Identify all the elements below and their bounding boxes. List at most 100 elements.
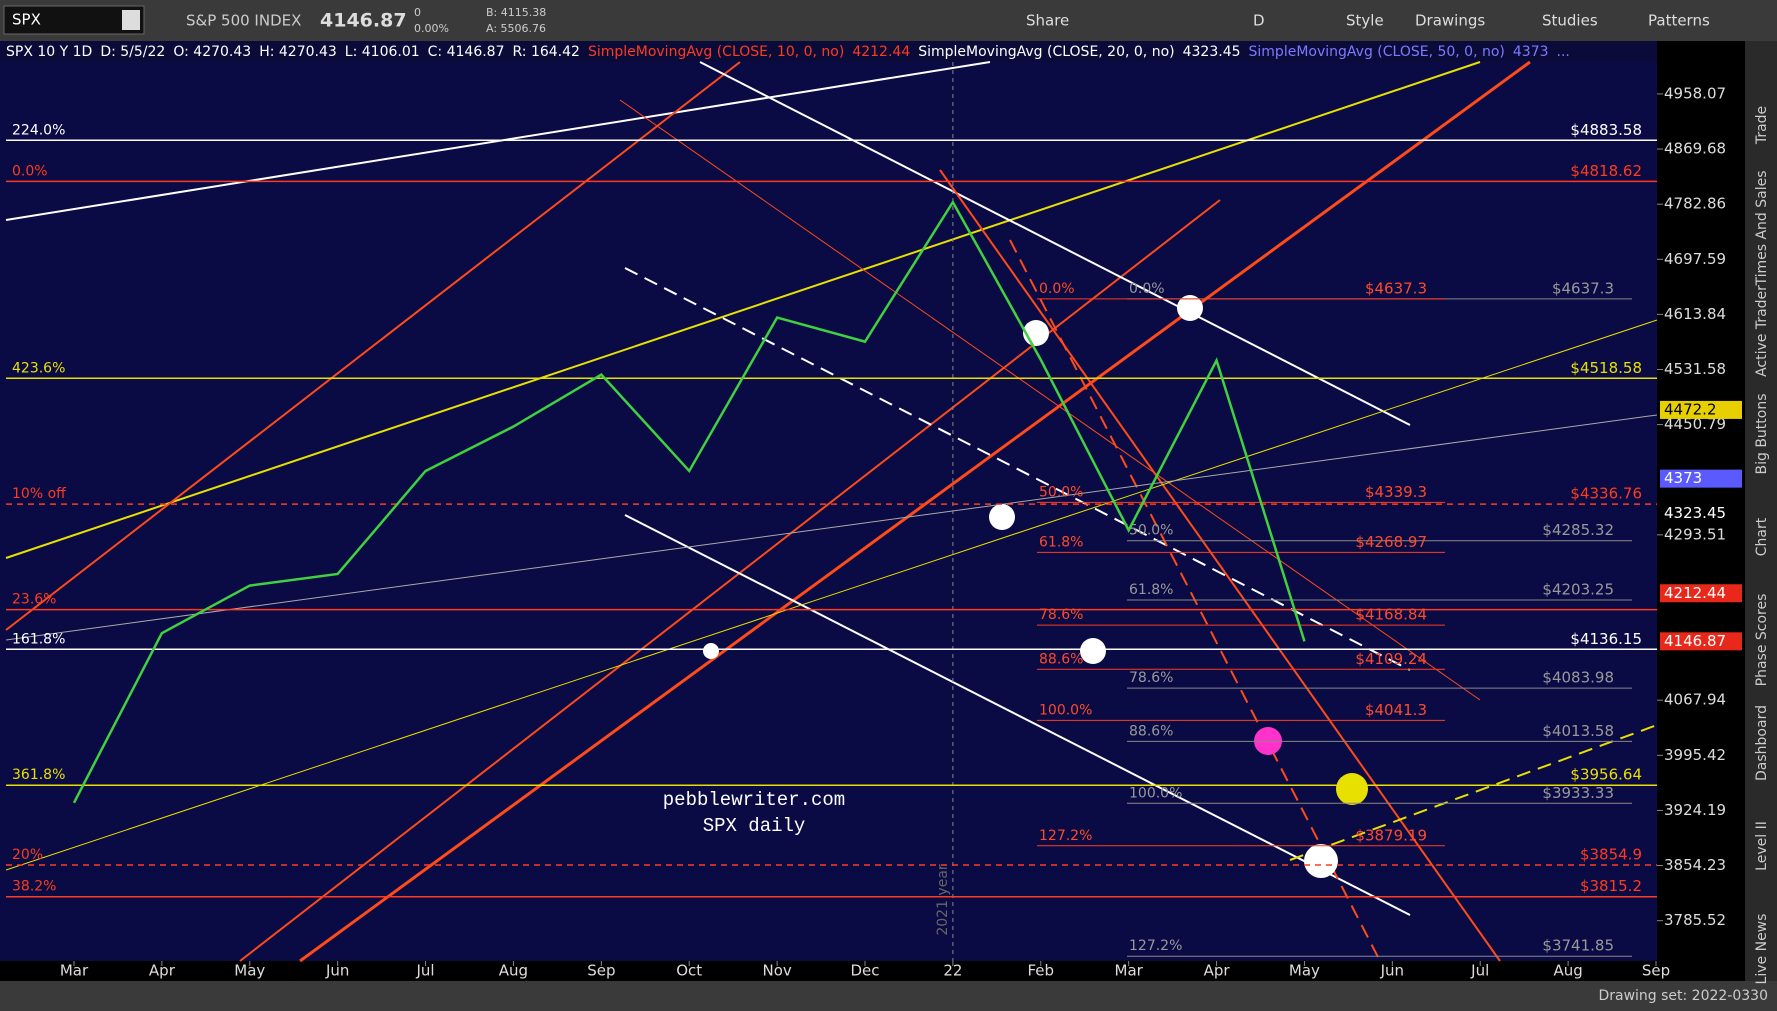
side-tab[interactable]: Dashboard	[1754, 705, 1770, 781]
fib-price: $4268.97	[1355, 533, 1427, 551]
toolbar-button[interactable]: Share	[1026, 12, 1069, 30]
fib-price: $4637.3	[1365, 279, 1427, 297]
toolbar-button[interactable]: Patterns	[1648, 12, 1710, 30]
price-marker	[1660, 469, 1742, 488]
toolbar-button[interactable]: Studies	[1542, 12, 1598, 30]
level-pct: 423.6%	[12, 360, 65, 376]
status-bar	[0, 981, 1777, 1011]
price-marker-label: 4212.44	[1664, 584, 1726, 602]
fib-price: $4013.58	[1542, 722, 1614, 740]
level-pct: 10% off	[12, 486, 66, 502]
info-text: 4212.44	[852, 44, 910, 60]
fib-price: $4203.25	[1542, 580, 1614, 598]
x-tick-label: Jun	[325, 962, 349, 980]
instrument-name: S&P 500 INDEX	[186, 12, 301, 30]
price-line	[72, 199, 1306, 804]
x-tick-label: Apr	[1204, 962, 1231, 980]
level-price: $4136.15	[1570, 630, 1642, 648]
x-tick-label: Oct	[676, 962, 702, 980]
fib-price: $4339.3	[1365, 483, 1427, 501]
y-tick-label: 4958.07	[1664, 84, 1726, 102]
info-text: SPX 10 Y 1D	[6, 44, 92, 60]
price-marker-label: 4323.45	[1664, 504, 1726, 522]
level-price: $3956.64	[1570, 766, 1642, 784]
x-tick-label: 22	[943, 962, 962, 980]
info-text: R: 164.42	[513, 44, 580, 60]
x-tick-label: Apr	[149, 962, 176, 980]
symbol-dropdown[interactable]	[122, 10, 140, 30]
y-tick-label: 4782.86	[1664, 195, 1726, 213]
level-pct: 224.0%	[12, 122, 65, 138]
y-tick-label: 4869.68	[1664, 140, 1726, 158]
y-tick-label: 3854.23	[1664, 856, 1726, 874]
price-marker	[1660, 632, 1742, 651]
x-tick-label: Jul	[1470, 962, 1489, 980]
fib-price: $4109.24	[1355, 650, 1427, 668]
toolbar-button[interactable]: Style	[1346, 12, 1384, 30]
level-price: $4336.76	[1570, 485, 1642, 503]
y-tick-label: 4613.84	[1664, 305, 1726, 323]
toolbar-button[interactable]: D	[1253, 12, 1265, 30]
info-text: SimpleMovingAvg (CLOSE, 10, 0, no)	[588, 44, 844, 60]
info-text: L: 4106.01	[345, 44, 420, 60]
x-tick-label: Sep	[587, 962, 615, 980]
info-text: D: 5/5/22	[100, 44, 165, 60]
fib-price: $4083.98	[1542, 669, 1614, 687]
level-price: $3854.9	[1580, 846, 1642, 864]
bid: B: 4115.38	[486, 6, 546, 19]
y-tick-label: 3995.42	[1664, 746, 1726, 764]
info-text: 4373	[1513, 44, 1549, 60]
side-tabs	[1745, 41, 1777, 981]
level-price: $4883.58	[1570, 121, 1642, 139]
watermark: pebblewriter.com	[663, 789, 845, 811]
ask: A: 5506.76	[486, 22, 546, 35]
symbol: SPX	[12, 11, 41, 29]
fib-pct: 100.0%	[1039, 702, 1092, 718]
level-pct: 23.6%	[12, 592, 56, 608]
info-text: C: 4146.87	[428, 44, 505, 60]
level-price: $4818.62	[1570, 162, 1642, 180]
level-pct: 161.8%	[12, 631, 65, 647]
side-tab[interactable]: Trade	[1754, 106, 1770, 145]
x-tick-label: Mar	[60, 962, 89, 980]
fib-pct: 50.0%	[1129, 523, 1173, 539]
level-pct: 20%	[12, 847, 43, 863]
x-tick-label: May	[234, 962, 265, 980]
side-tab[interactable]: Times And Sales	[1754, 170, 1770, 286]
info-text: H: 4270.43	[259, 44, 337, 60]
toolbar-button[interactable]: Drawings	[1415, 12, 1485, 30]
change-pct: 0.00%	[414, 22, 449, 35]
info-text: O: 4270.43	[173, 44, 251, 60]
side-tab[interactable]: Phase Scores	[1754, 594, 1770, 687]
x-tick-label: Jul	[416, 962, 435, 980]
fib-pct: 88.6%	[1129, 723, 1173, 739]
fib-price: $4041.3	[1365, 701, 1427, 719]
x-tick-label: Nov	[762, 962, 791, 980]
side-tab[interactable]: Level II	[1754, 821, 1770, 871]
info-text: ...	[1557, 44, 1570, 60]
symbol-box[interactable]	[3, 5, 145, 35]
x-tick-label: Dec	[850, 962, 879, 980]
toolbar	[0, 0, 1777, 41]
fib-pct: 78.6%	[1039, 607, 1083, 623]
x-tick-label: Aug	[499, 962, 528, 980]
y-tick-label: 4531.58	[1664, 360, 1726, 378]
info-text: SimpleMovingAvg (CLOSE, 50, 0, no)	[1249, 44, 1505, 60]
level-pct: 38.2%	[12, 879, 56, 895]
fib-price: $3933.33	[1542, 784, 1614, 802]
side-tab[interactable]: Big Buttons	[1754, 393, 1770, 474]
trendlines	[5, 60, 1658, 963]
x-tick-label: Sep	[1642, 962, 1670, 980]
price-marker-label: 4146.87	[1664, 632, 1726, 650]
time-axis	[0, 961, 1657, 981]
side-tab[interactable]: Chart	[1754, 517, 1770, 556]
side-tab[interactable]: Active Trader	[1754, 285, 1770, 377]
change: 0	[414, 6, 421, 19]
side-tab[interactable]: Live News	[1754, 914, 1770, 985]
level-pct: 0.0%	[12, 163, 48, 179]
status-text: Drawing set: 2022-0330	[1598, 988, 1768, 1004]
price-marker-label: 4373	[1664, 469, 1702, 487]
y-tick-label: 4067.94	[1664, 691, 1726, 709]
fib-pct: 61.8%	[1039, 534, 1083, 550]
